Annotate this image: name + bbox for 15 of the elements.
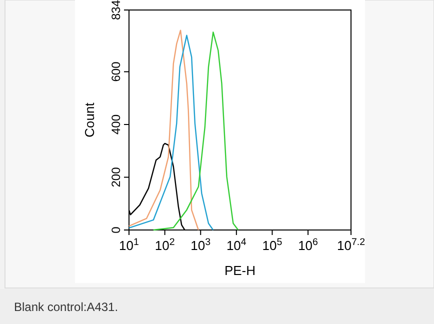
x-tick-label: 10$^{6}$ [298,236,318,253]
x-tick-label: 10$^{5}$ [262,236,283,253]
y-tick-label: 400 [109,114,123,134]
x-tick-label: 10$^{7.2}$ [336,236,366,253]
x-axis-title: PE-H [224,263,256,278]
text: Blank control:A431. [14,300,118,314]
x-tick-label: 10$^{1}$ [119,236,139,253]
y-tick-label: 600 [109,61,123,82]
y-axis-title: Count [82,102,97,138]
x-tick-label: 10$^{4}$ [226,236,247,253]
x-tick-label: 10$^{3}$ [190,236,211,253]
y-tick-label: 0 [109,226,123,234]
y-tick-label: 200 [109,166,123,188]
y-tick-label: 834 [109,0,123,20]
x-tick-label: 10$^{2}$ [154,236,175,253]
